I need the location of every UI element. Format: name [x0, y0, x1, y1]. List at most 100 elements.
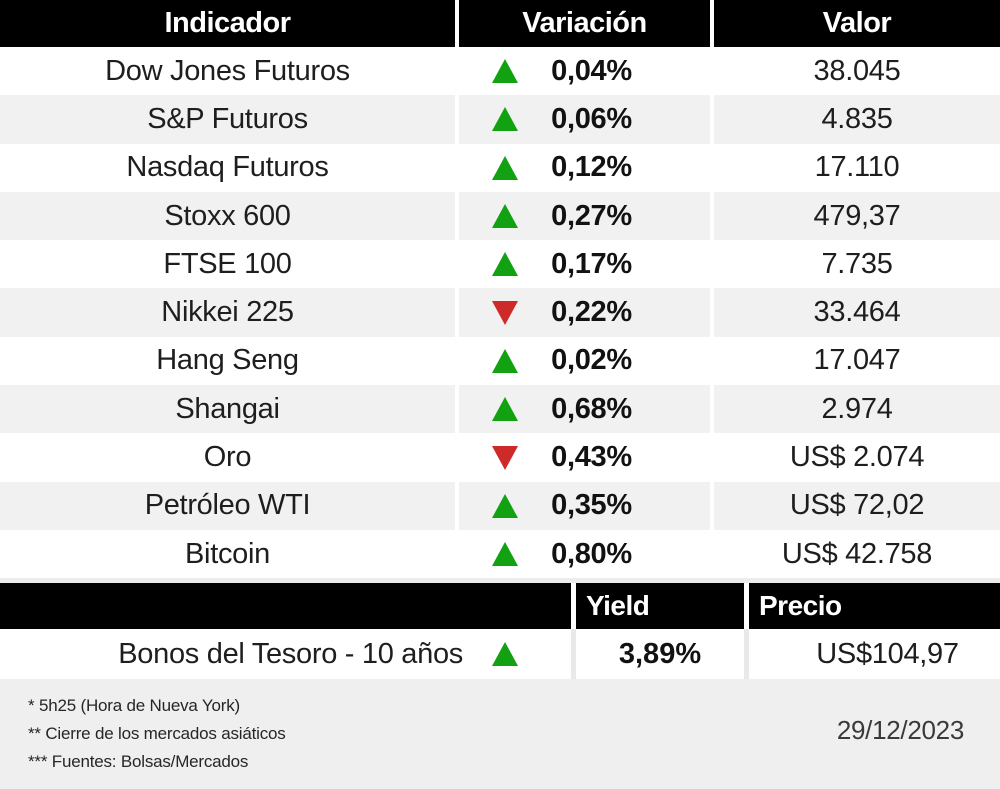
- table-row: Dow Jones Futuros 0,04% 38.045: [0, 47, 1000, 96]
- column-divider: [571, 629, 576, 680]
- column-divider: [710, 143, 714, 192]
- variation-value: 0,22%: [551, 296, 632, 329]
- variation-value: 0,80%: [551, 537, 632, 570]
- column-divider: [710, 47, 714, 96]
- triangle-down-icon: [492, 300, 518, 325]
- column-divider: [710, 385, 714, 434]
- variation-cell: 0,12%: [459, 143, 710, 192]
- bond-price-value: US$104,97: [749, 629, 1000, 680]
- indicator-name: Bitcoin: [0, 529, 455, 579]
- column-divider: [710, 95, 714, 144]
- variation-cell: 0,04%: [459, 47, 710, 96]
- table-row: Hang Seng 0,02% 17.047: [0, 336, 1000, 386]
- indicator-name: FTSE 100: [0, 240, 455, 289]
- indicator-name: Dow Jones Futuros: [0, 47, 455, 96]
- bond-label: Bonos del Tesoro - 10 años: [118, 637, 463, 670]
- bond-label-cell: Bonos del Tesoro - 10 años: [0, 629, 571, 680]
- variation-cell: 0,43%: [459, 433, 710, 482]
- triangle-down-icon: [492, 445, 518, 470]
- table-row: Oro 0,43% US$ 2.074: [0, 433, 1000, 482]
- variation-value: 0,68%: [551, 392, 632, 425]
- triangle-up-icon: [492, 348, 518, 373]
- column-divider: [710, 191, 714, 241]
- variation-value: 0,06%: [551, 102, 632, 135]
- variation-cell: 0,22%: [459, 288, 710, 337]
- column-divider: [710, 288, 714, 337]
- bond-header-spacer: [0, 583, 571, 630]
- header-valor: Valor: [714, 0, 1000, 47]
- value-cell: 2.974: [714, 385, 1000, 434]
- header-precio: Precio: [749, 583, 1000, 630]
- value-cell: 479,37: [714, 191, 1000, 241]
- column-divider: [455, 433, 459, 482]
- value-cell: US$ 2.074: [714, 433, 1000, 482]
- table-row: Petróleo WTI 0,35% US$ 72,02: [0, 481, 1000, 530]
- header-yield: Yield: [576, 583, 744, 630]
- footnote-3: *** Fuentes: Bolsas/Mercados: [28, 752, 249, 772]
- table-row: Nikkei 225 0,22% 33.464: [0, 288, 1000, 337]
- variation-cell: 0,80%: [459, 529, 710, 579]
- column-divider: [455, 288, 459, 337]
- variation-value: 0,43%: [551, 441, 632, 474]
- column-divider: [710, 336, 714, 386]
- value-cell: 17.047: [714, 336, 1000, 386]
- variation-value: 0,27%: [551, 199, 632, 232]
- triangle-up-icon: [492, 493, 518, 518]
- table-body: Dow Jones Futuros 0,04% 38.045 S&P Futuros 0…: [0, 47, 1000, 579]
- table-row: Stoxx 600 0,27% 479,37: [0, 191, 1000, 241]
- column-divider: [455, 95, 459, 144]
- variation-value: 0,35%: [551, 489, 632, 522]
- column-divider: [455, 240, 459, 289]
- triangle-up-icon: [492, 59, 518, 84]
- column-divider: [710, 0, 714, 47]
- bond-yield-value: 3,89%: [576, 629, 744, 680]
- variation-cell: 0,06%: [459, 95, 710, 144]
- main-header-row: Indicador Variación Valor: [0, 0, 1000, 47]
- column-divider: [455, 529, 459, 579]
- value-cell: 7.735: [714, 240, 1000, 289]
- bond-header-row: Yield Precio: [0, 583, 1000, 630]
- footnote-2: ** Cierre de los mercados asiáticos: [28, 724, 286, 744]
- indicator-name: Nikkei 225: [0, 288, 455, 337]
- variation-cell: 0,27%: [459, 191, 710, 241]
- indicator-name: Petróleo WTI: [0, 481, 455, 530]
- triangle-up-icon: [492, 252, 518, 277]
- table-row: FTSE 100 0,17% 7.735: [0, 240, 1000, 289]
- value-cell: 38.045: [714, 47, 1000, 96]
- indicator-name: Oro: [0, 433, 455, 482]
- triangle-up-icon: [492, 107, 518, 132]
- variation-value: 0,17%: [551, 247, 632, 280]
- header-variacion: Variación: [459, 0, 710, 47]
- column-divider: [710, 240, 714, 289]
- variation-cell: 0,02%: [459, 336, 710, 386]
- footnote-1: * 5h25 (Hora de Nueva York): [28, 696, 240, 716]
- variation-value: 0,12%: [551, 151, 632, 184]
- variation-cell: 0,17%: [459, 240, 710, 289]
- bond-triangle-up-icon: [492, 642, 518, 667]
- column-divider: [571, 583, 576, 630]
- value-cell: US$ 72,02: [714, 481, 1000, 530]
- section-gap: [0, 578, 1000, 584]
- column-divider: [744, 583, 749, 630]
- variation-value: 0,02%: [551, 344, 632, 377]
- indicator-name: Hang Seng: [0, 336, 455, 386]
- triangle-up-icon: [492, 397, 518, 422]
- column-divider: [710, 433, 714, 482]
- column-divider: [455, 481, 459, 530]
- indicator-name: S&P Futuros: [0, 95, 455, 144]
- value-cell: 4.835: [714, 95, 1000, 144]
- indicator-name: Stoxx 600: [0, 191, 455, 241]
- column-divider: [710, 481, 714, 530]
- column-divider: [455, 336, 459, 386]
- table-row: S&P Futuros 0,06% 4.835: [0, 95, 1000, 144]
- column-divider: [455, 47, 459, 96]
- triangle-up-icon: [492, 542, 518, 567]
- table-row: Bitcoin 0,80% US$ 42.758: [0, 529, 1000, 579]
- column-divider: [710, 529, 714, 579]
- triangle-up-icon: [492, 155, 518, 180]
- value-cell: 33.464: [714, 288, 1000, 337]
- table-row: Nasdaq Futuros 0,12% 17.110: [0, 143, 1000, 192]
- value-cell: US$ 42.758: [714, 529, 1000, 579]
- bond-row: Bonos del Tesoro - 10 años 3,89% US$104,…: [0, 629, 1000, 680]
